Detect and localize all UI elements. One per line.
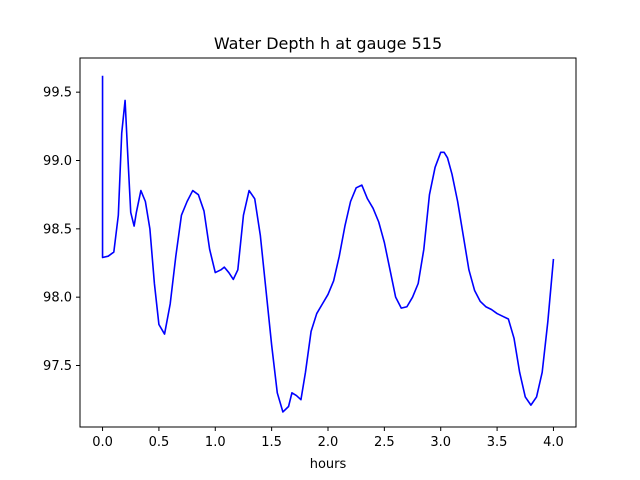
- x-tick-label: 2.0: [318, 435, 339, 450]
- x-tick-label: 4.0: [543, 435, 564, 450]
- x-tick-label: 3.0: [430, 435, 451, 450]
- y-tick-label: 98.0: [43, 291, 72, 306]
- y-tick-label: 99.5: [43, 86, 72, 101]
- x-tick-label: 1.0: [205, 435, 226, 450]
- chart-title: Water Depth h at gauge 515: [214, 34, 442, 53]
- x-axis-title: hours: [310, 457, 347, 472]
- y-tick-label: 98.5: [43, 222, 72, 237]
- y-axis: 97.5 98.0 98.5 99.0 99.5: [43, 86, 80, 374]
- x-tick-label: 2.5: [374, 435, 395, 450]
- x-tick-label: 1.5: [261, 435, 282, 450]
- series-line-0: [101, 75, 555, 413]
- x-axis: 0.0 0.5 1.0 1.5 2.0 2.5 3.0 3.5 4.0: [92, 427, 564, 450]
- x-tick-label: 0.0: [92, 435, 113, 450]
- x-tick-label: 0.5: [149, 435, 170, 450]
- plot-area: [101, 75, 555, 413]
- y-tick-label: 97.5: [43, 359, 72, 374]
- x-tick-label: 3.5: [487, 435, 508, 450]
- y-tick-label: 99.0: [43, 154, 72, 169]
